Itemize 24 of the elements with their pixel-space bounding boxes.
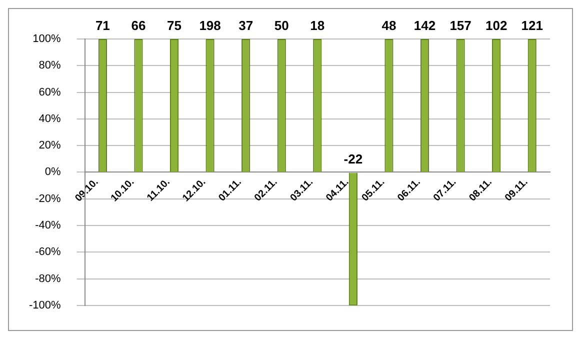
annotation: 102 [485,18,508,34]
annotation: 198 [199,18,221,34]
y-tick-label: -100% [29,299,62,312]
annotation: 18 [310,18,325,34]
annotation: -22 [344,151,363,166]
annotation: 157 [450,18,472,34]
y-tick-label: 100% [32,33,62,46]
y-tick-label: 20% [38,140,61,152]
annotation: 75 [167,18,182,34]
annotation: 66 [131,18,146,34]
y-tick-label: 0% [44,166,62,178]
y-tick-label: -60% [35,246,62,258]
annotation: 121 [521,18,543,34]
y-tick-label: -20% [35,192,62,205]
y-tick-label: 60% [38,86,61,98]
y-tick-label: 40% [38,112,61,125]
annotation: 50 [274,18,289,34]
annotation: 48 [382,18,396,34]
annotation: 37 [238,18,254,34]
annotation: 71 [95,18,110,34]
y-tick-label: -40% [35,220,62,232]
y-tick-label: 80% [38,60,61,72]
annotation: 142 [414,18,436,34]
y-tick-label: -80% [35,272,62,285]
